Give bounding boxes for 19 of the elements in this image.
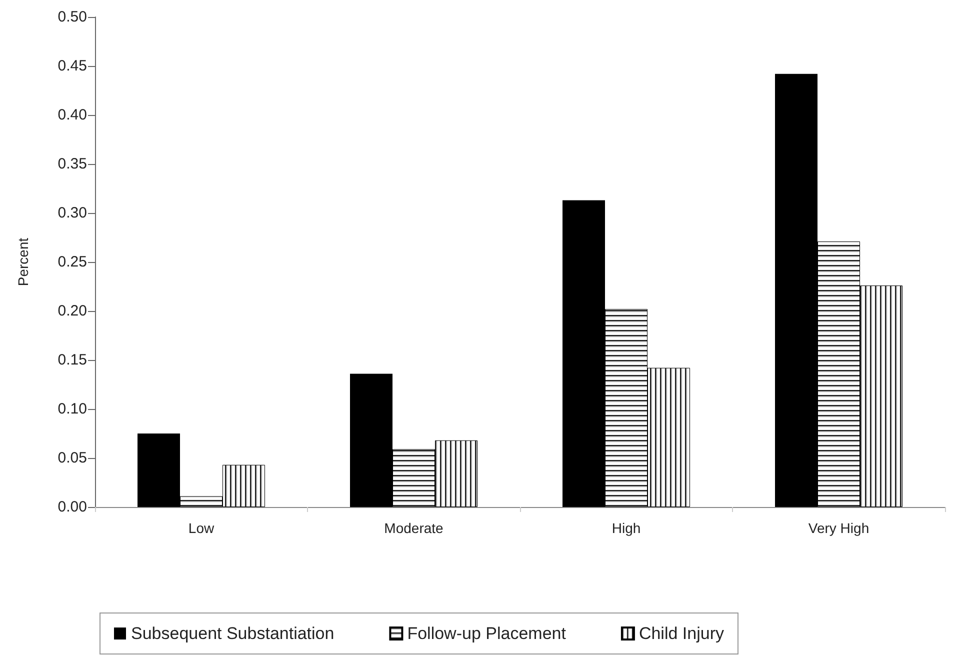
y-tick-label: 0.25 (58, 254, 87, 270)
y-tick-label: 0.05 (58, 450, 87, 466)
x-tick-label: High (612, 520, 641, 536)
y-tick-label: 0.10 (58, 400, 87, 418)
y-tick-label: 0.20 (58, 302, 87, 320)
x-tick-label: Moderate (384, 520, 444, 536)
y-tick-label: 0.40 (58, 106, 87, 124)
x-tick-label: Very High (808, 520, 870, 536)
y-tick-label: 0.15 (58, 352, 87, 368)
legend-label: Child Injury (638, 624, 724, 643)
y-tick-label: 0.30 (58, 204, 87, 222)
y-axis-title: Percent (15, 238, 31, 286)
y-tick-label: 0.35 (58, 156, 87, 172)
y-tick-label: 0.00 (58, 498, 87, 516)
x-tick-label: Low (188, 520, 215, 536)
legend-label: Follow-up Placement (407, 624, 566, 643)
y-tick-label: 0.45 (58, 58, 87, 74)
legend-label: Subsequent Substantiation (131, 624, 334, 643)
y-tick-label: 0.50 (58, 8, 87, 26)
